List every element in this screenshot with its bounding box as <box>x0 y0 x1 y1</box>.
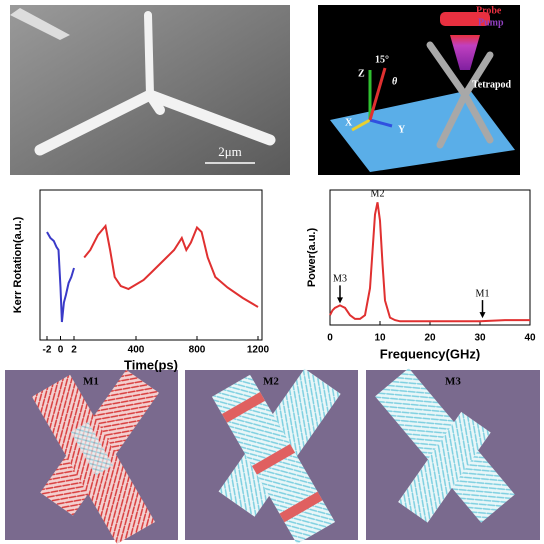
annotation: M2 <box>371 189 385 200</box>
pump-label: Pump <box>478 17 504 28</box>
x-tick-label: 40 <box>524 333 536 344</box>
x-tick-label: 400 <box>128 345 145 356</box>
data-line <box>47 232 74 322</box>
mode-images: M1 M2 M3 <box>5 368 540 544</box>
x-axis-label: Frequency(GHz) <box>380 346 480 361</box>
scale-bar-label: 2μm <box>218 144 242 159</box>
mode-label: M3 <box>445 376 461 388</box>
annotation: M3 <box>333 274 347 285</box>
axis-z-label: Z <box>358 68 365 79</box>
plot-frame <box>40 190 262 340</box>
plot-frame <box>330 190 530 325</box>
annotation-arrowhead <box>337 297 343 303</box>
x-tick-label: 10 <box>374 333 386 344</box>
x-tick-label: 30 <box>474 333 486 344</box>
probe-label: Probe <box>476 5 502 16</box>
schematic: Probe Pump Tetrapod Z X Y 15° θ <box>318 5 520 175</box>
x-tick-label: 2 <box>71 345 77 356</box>
annotation: M1 <box>476 288 490 299</box>
axis-y-label: Y <box>398 124 406 135</box>
annotation-arrowhead <box>480 312 486 318</box>
theta-label: θ <box>392 76 398 87</box>
sem-image: 2μm <box>10 5 290 175</box>
figure: 2μm Probe Pump Tetrapod Z X Y 15° θ <box>0 0 544 544</box>
y-axis-label: Power(a.u.) <box>306 228 318 288</box>
x-tick-label: 0 <box>58 345 64 356</box>
y-axis-label: Kerr Rotation(a.u.) <box>12 216 24 313</box>
x-tick-label: 20 <box>424 333 436 344</box>
tetrapod-label: Tetrapod <box>472 79 512 90</box>
mode-label: M2 <box>263 376 279 388</box>
data-line <box>330 202 530 321</box>
x-tick-label: 1200 <box>247 345 270 356</box>
x-tick-label: -2 <box>43 345 52 356</box>
x-axis-label: Time(ps) <box>124 357 178 372</box>
x-tick-label: 800 <box>189 345 206 356</box>
x-tick-label: 0 <box>327 333 333 344</box>
axis-x-label: X <box>345 117 353 128</box>
data-line <box>84 226 258 307</box>
mode-label: M1 <box>83 376 99 388</box>
angle-label: 15° <box>375 54 389 65</box>
